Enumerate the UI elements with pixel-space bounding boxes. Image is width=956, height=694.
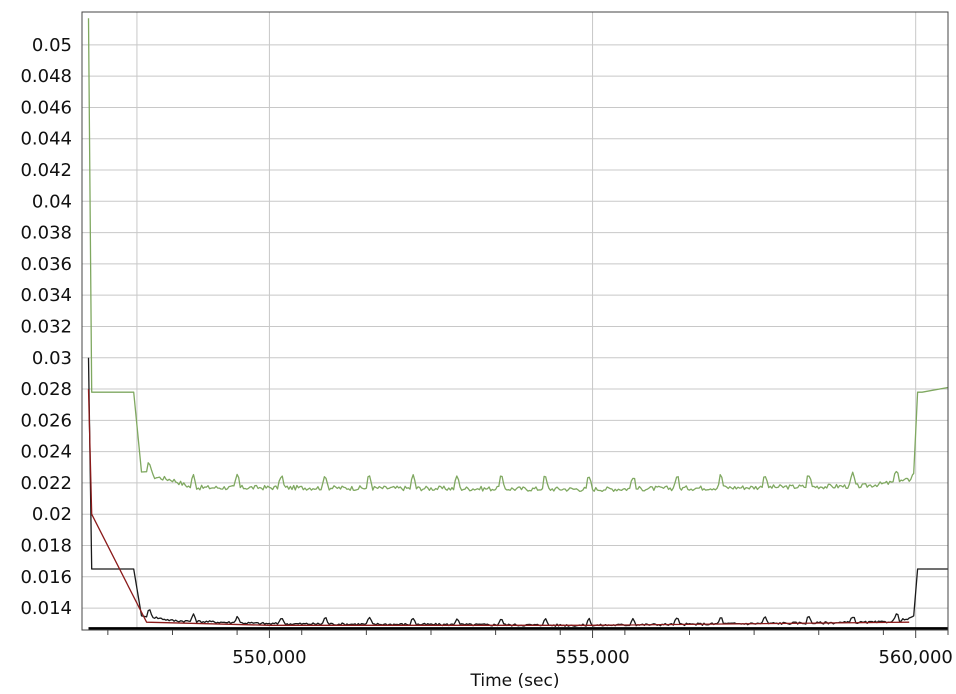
y-tick-label: 0.046 <box>20 97 72 118</box>
x-axis-ticks: 550,000 555,000 560,000 <box>107 630 953 668</box>
y-tick-label: 0.026 <box>20 410 72 431</box>
y-tick-label: 0.032 <box>20 316 72 337</box>
y-axis-ticks: 0.014 0.016 0.018 0.02 0.022 0.024 0.026 0.028 0… <box>20 35 72 619</box>
y-tick-label: 0.05 <box>32 35 72 56</box>
y-tick-label: 0.014 <box>20 598 72 619</box>
y-tick-label: 0.042 <box>20 160 72 181</box>
y-tick-label: 0.048 <box>20 66 72 87</box>
x-tick-label: 555,000 <box>555 647 629 668</box>
y-tick-label: 0.024 <box>20 442 72 463</box>
y-tick-label: 0.036 <box>20 254 72 275</box>
series-line-1 <box>87 18 949 493</box>
y-tick-label: 0.022 <box>20 473 72 494</box>
y-tick-label: 0.038 <box>20 223 72 244</box>
y-tick-label: 0.016 <box>20 567 72 588</box>
y-tick-label: 0.028 <box>20 379 72 400</box>
x-axis-label: Time (sec) <box>470 671 560 691</box>
x-tick-label: 560,000 <box>878 647 952 668</box>
y-tick-label: 0.018 <box>20 536 72 557</box>
y-tick-label: 0.034 <box>20 285 72 306</box>
series-lines <box>87 18 949 630</box>
plot-frame <box>81 11 949 631</box>
y-tick-label: 0.03 <box>32 348 72 369</box>
gridlines <box>82 12 948 630</box>
y-tick-label: 0.044 <box>20 129 72 150</box>
x-tick-label: 550,000 <box>232 647 306 668</box>
series-line-3 <box>87 389 910 626</box>
y-tick-label: 0.02 <box>32 504 72 525</box>
y-tick-label: 0.04 <box>32 191 72 212</box>
